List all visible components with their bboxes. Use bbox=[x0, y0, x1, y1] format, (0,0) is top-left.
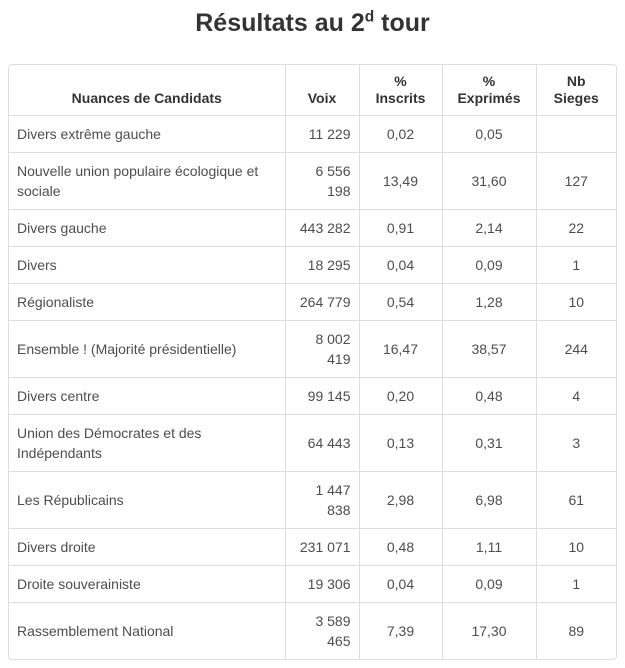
cell-nuance: Divers bbox=[8, 245, 286, 284]
cell-nuance: Droite souverainiste bbox=[8, 564, 286, 603]
cell-pct-exprimes: 6,98 bbox=[441, 470, 537, 529]
header-pct-inscrits: % Inscrits bbox=[358, 64, 443, 116]
cell-pct-exprimes: 0,31 bbox=[441, 413, 537, 472]
cell-nb-sieges: 10 bbox=[535, 527, 617, 566]
cell-nuance: Union des Démocrates et des Indépendants bbox=[8, 413, 286, 472]
cell-nuance: Divers centre bbox=[8, 376, 286, 415]
cell-pct-inscrits: 7,39 bbox=[358, 601, 443, 660]
cell-pct-exprimes: 17,30 bbox=[441, 601, 537, 660]
page-title: Résultats au 2d tour bbox=[0, 8, 625, 38]
cell-nuance: Régionaliste bbox=[8, 282, 286, 321]
cell-voix: 11 229 bbox=[284, 114, 360, 153]
page-title-text: Résultats au 2 bbox=[195, 9, 365, 37]
cell-voix: 231 071 bbox=[284, 527, 360, 566]
cell-pct-exprimes: 1,28 bbox=[441, 282, 537, 321]
cell-nb-sieges: 1 bbox=[535, 564, 617, 603]
header-pct-exprimes: % Exprimés bbox=[441, 64, 537, 116]
cell-pct-exprimes: 1,11 bbox=[441, 527, 537, 566]
cell-pct-exprimes: 2,14 bbox=[441, 208, 537, 247]
cell-nuance: Divers gauche bbox=[8, 208, 286, 247]
cell-pct-inscrits: 2,98 bbox=[358, 470, 443, 529]
header-label-line2: Sieges bbox=[553, 89, 599, 106]
cell-nb-sieges: 4 bbox=[535, 376, 617, 415]
cell-pct-exprimes: 0,05 bbox=[441, 114, 537, 153]
cell-pct-inscrits: 16,47 bbox=[358, 319, 443, 378]
results-table-body: Divers extrême gauche 11 229 0,02 0,05 Nouve… bbox=[8, 114, 617, 660]
cell-pct-exprimes: 0,48 bbox=[441, 376, 537, 415]
header-label-line1: Nb bbox=[566, 73, 586, 89]
header-row: Nuances de Candidats Voix % Inscrits % E… bbox=[8, 64, 617, 116]
page-title-superscript: d bbox=[364, 8, 375, 26]
cell-pct-inscrits: 0,02 bbox=[358, 114, 443, 153]
header-nuances-de-candidats: Nuances de Candidats bbox=[8, 64, 286, 116]
header-label-line2: Inscrits bbox=[375, 89, 426, 106]
cell-pct-inscrits: 0,13 bbox=[358, 413, 443, 472]
header-label-line2: Exprimés bbox=[457, 89, 521, 106]
cell-voix: 8 002 419 bbox=[284, 319, 360, 378]
results-table-container: Nuances de Candidats Voix % Inscrits % E… bbox=[8, 64, 617, 660]
cell-nuance: Les Républicains bbox=[8, 470, 286, 529]
cell-nb-sieges bbox=[535, 114, 617, 153]
cell-voix: 6 556 198 bbox=[284, 151, 360, 210]
table-row: Droite souverainiste 19 306 0,04 0,09 1 bbox=[8, 564, 617, 603]
cell-voix: 443 282 bbox=[284, 208, 360, 247]
cell-nb-sieges: 10 bbox=[535, 282, 617, 321]
table-row: Rassemblement National 3 589 465 7,39 17,30… bbox=[8, 601, 617, 660]
cell-pct-inscrits: 0,91 bbox=[358, 208, 443, 247]
cell-pct-exprimes: 31,60 bbox=[441, 151, 537, 210]
cell-nuance: Nouvelle union populaire écologique et s… bbox=[8, 151, 286, 210]
cell-pct-exprimes: 38,57 bbox=[441, 319, 537, 378]
page-title-text-after: tour bbox=[374, 9, 430, 37]
cell-nb-sieges: 61 bbox=[535, 470, 617, 529]
table-row: Divers centre 99 145 0,20 0,48 4 bbox=[8, 376, 617, 415]
page: Résultats au 2d tour Nuances de Candidat… bbox=[0, 8, 625, 668]
cell-nb-sieges: 244 bbox=[535, 319, 617, 378]
header-label: Voix bbox=[307, 89, 337, 106]
results-table: Nuances de Candidats Voix % Inscrits % E… bbox=[8, 64, 617, 660]
cell-pct-exprimes: 0,09 bbox=[441, 245, 537, 284]
table-row: Divers 18 295 0,04 0,09 1 bbox=[8, 245, 617, 284]
table-row: Ensemble ! (Majorité présidentielle) 8 00… bbox=[8, 319, 617, 378]
table-row: Divers droite 231 071 0,48 1,11 10 bbox=[8, 527, 617, 566]
cell-nuance: Rassemblement National bbox=[8, 601, 286, 660]
cell-nb-sieges: 127 bbox=[535, 151, 617, 210]
cell-nb-sieges: 1 bbox=[535, 245, 617, 284]
header-voix: Voix bbox=[284, 64, 360, 116]
table-row: Nouvelle union populaire écologique et s… bbox=[8, 151, 617, 210]
cell-voix: 264 779 bbox=[284, 282, 360, 321]
cell-voix: 3 589 465 bbox=[284, 601, 360, 660]
table-row: Union des Démocrates et des Indépendants… bbox=[8, 413, 617, 472]
cell-pct-exprimes: 0,09 bbox=[441, 564, 537, 603]
cell-voix: 64 443 bbox=[284, 413, 360, 472]
cell-pct-inscrits: 0,04 bbox=[358, 245, 443, 284]
cell-pct-inscrits: 0,20 bbox=[358, 376, 443, 415]
cell-pct-inscrits: 13,49 bbox=[358, 151, 443, 210]
cell-nb-sieges: 3 bbox=[535, 413, 617, 472]
table-row: Les Républicains 1 447 838 2,98 6,98 61 bbox=[8, 470, 617, 529]
cell-nuance: Ensemble ! (Majorité présidentielle) bbox=[8, 319, 286, 378]
table-row: Divers gauche 443 282 0,91 2,14 22 bbox=[8, 208, 617, 247]
table-row: Régionaliste 264 779 0,54 1,28 10 bbox=[8, 282, 617, 321]
cell-nb-sieges: 22 bbox=[535, 208, 617, 247]
cell-voix: 18 295 bbox=[284, 245, 360, 284]
cell-pct-inscrits: 0,54 bbox=[358, 282, 443, 321]
cell-voix: 19 306 bbox=[284, 564, 360, 603]
cell-nb-sieges: 89 bbox=[535, 601, 617, 660]
cell-voix: 99 145 bbox=[284, 376, 360, 415]
header-label-line1: % bbox=[394, 73, 407, 89]
cell-nuance: Divers extrême gauche bbox=[8, 114, 286, 153]
results-table-header: Nuances de Candidats Voix % Inscrits % E… bbox=[8, 64, 617, 116]
cell-pct-inscrits: 0,48 bbox=[358, 527, 443, 566]
cell-voix: 1 447 838 bbox=[284, 470, 360, 529]
cell-pct-inscrits: 0,04 bbox=[358, 564, 443, 603]
header-label-line1: % bbox=[482, 73, 496, 89]
cell-nuance: Divers droite bbox=[8, 527, 286, 566]
table-row: Divers extrême gauche 11 229 0,02 0,05 bbox=[8, 114, 617, 153]
header-label: Nuances de Candidats bbox=[71, 89, 222, 106]
header-nb-sieges: Nb Sieges bbox=[535, 64, 617, 116]
